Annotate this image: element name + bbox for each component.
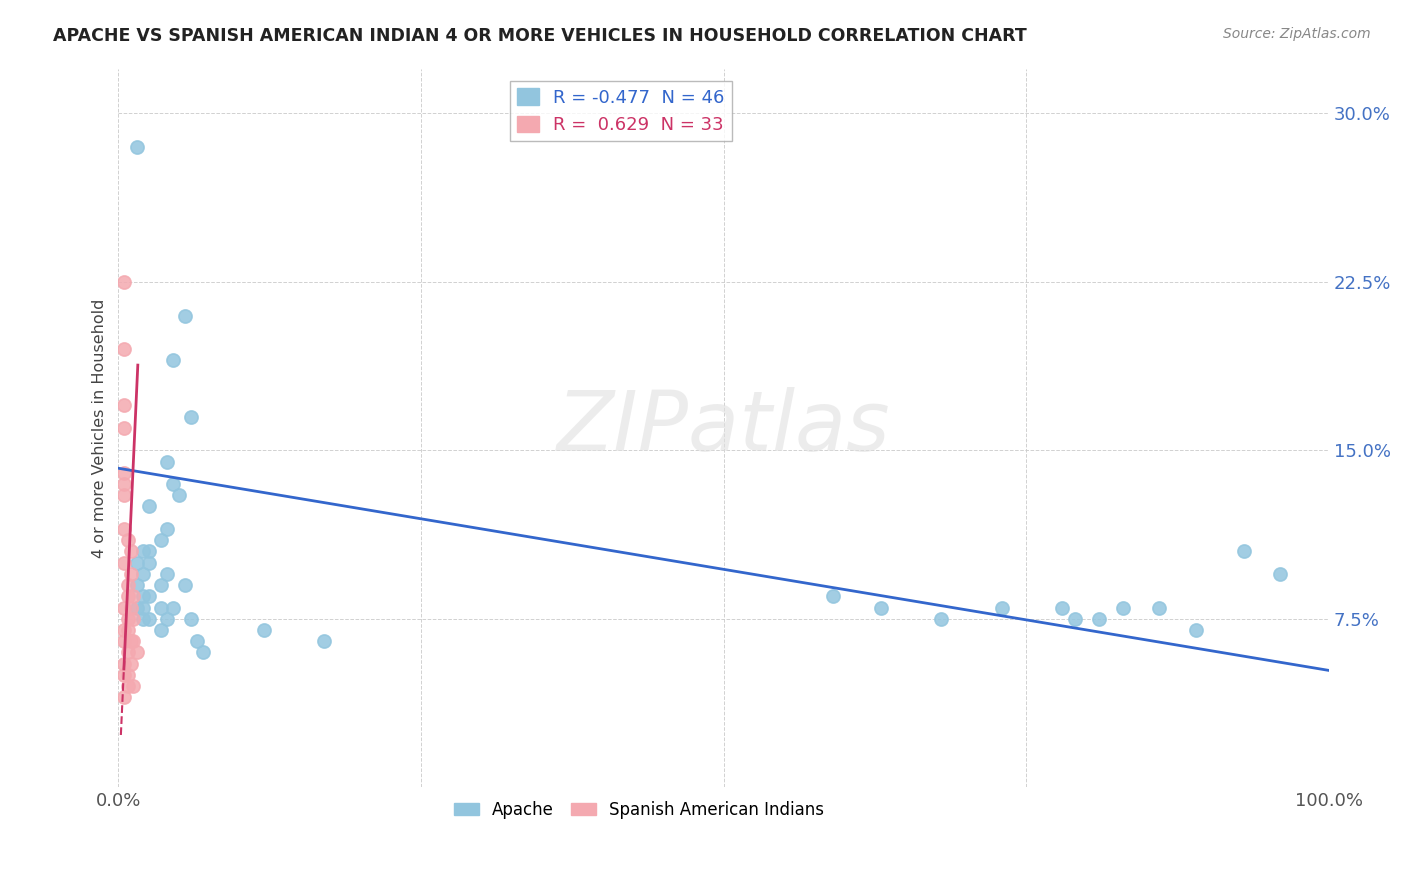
Point bbox=[162, 353, 184, 368]
Point bbox=[125, 645, 148, 659]
Point bbox=[174, 578, 197, 592]
Point bbox=[114, 668, 136, 682]
Point bbox=[149, 533, 172, 548]
Point bbox=[117, 533, 139, 548]
Point bbox=[174, 309, 197, 323]
Point bbox=[167, 488, 190, 502]
Point bbox=[149, 600, 172, 615]
Text: ZIPatlas: ZIPatlas bbox=[557, 387, 890, 468]
Point bbox=[120, 544, 142, 558]
Point bbox=[131, 566, 153, 581]
Point bbox=[186, 634, 208, 648]
Point bbox=[149, 623, 172, 637]
Point bbox=[180, 409, 202, 424]
Point bbox=[122, 679, 145, 693]
Point bbox=[120, 657, 142, 671]
Point bbox=[120, 634, 142, 648]
Point bbox=[114, 398, 136, 412]
Point bbox=[180, 612, 202, 626]
Point bbox=[114, 522, 136, 536]
Point bbox=[117, 589, 139, 603]
Point bbox=[125, 556, 148, 570]
Point bbox=[117, 612, 139, 626]
Point bbox=[138, 612, 160, 626]
Point bbox=[156, 522, 179, 536]
Point bbox=[125, 600, 148, 615]
Point bbox=[1063, 612, 1085, 626]
Point bbox=[125, 578, 148, 592]
Point bbox=[138, 500, 160, 514]
Point bbox=[120, 600, 142, 615]
Text: APACHE VS SPANISH AMERICAN INDIAN 4 OR MORE VEHICLES IN HOUSEHOLD CORRELATION CH: APACHE VS SPANISH AMERICAN INDIAN 4 OR M… bbox=[53, 27, 1028, 45]
Point bbox=[125, 140, 148, 154]
Legend: Apache, Spanish American Indians: Apache, Spanish American Indians bbox=[447, 794, 831, 826]
Point bbox=[314, 634, 336, 648]
Point bbox=[114, 275, 136, 289]
Point bbox=[114, 488, 136, 502]
Point bbox=[1184, 623, 1206, 637]
Point bbox=[870, 600, 893, 615]
Point bbox=[1270, 566, 1292, 581]
Point bbox=[114, 634, 136, 648]
Point bbox=[821, 589, 844, 603]
Point bbox=[114, 690, 136, 705]
Point bbox=[156, 612, 179, 626]
Point bbox=[1052, 600, 1074, 615]
Point bbox=[122, 612, 145, 626]
Point bbox=[156, 566, 179, 581]
Point bbox=[1149, 600, 1171, 615]
Point bbox=[253, 623, 276, 637]
Point bbox=[114, 421, 136, 435]
Point bbox=[114, 343, 136, 357]
Point bbox=[138, 589, 160, 603]
Point bbox=[131, 544, 153, 558]
Point bbox=[120, 566, 142, 581]
Point bbox=[122, 634, 145, 648]
Point bbox=[162, 477, 184, 491]
Point bbox=[114, 466, 136, 480]
Point bbox=[191, 645, 214, 659]
Point bbox=[138, 556, 160, 570]
Point bbox=[1233, 544, 1256, 558]
Point bbox=[131, 600, 153, 615]
Point bbox=[114, 600, 136, 615]
Point bbox=[117, 578, 139, 592]
Point bbox=[991, 600, 1014, 615]
Point bbox=[138, 544, 160, 558]
Point bbox=[117, 645, 139, 659]
Point bbox=[131, 589, 153, 603]
Text: Source: ZipAtlas.com: Source: ZipAtlas.com bbox=[1223, 27, 1371, 41]
Point bbox=[149, 578, 172, 592]
Point bbox=[156, 454, 179, 468]
Point bbox=[114, 623, 136, 637]
Point bbox=[1112, 600, 1135, 615]
Point bbox=[162, 600, 184, 615]
Point bbox=[1088, 612, 1111, 626]
Point bbox=[117, 668, 139, 682]
Point bbox=[114, 477, 136, 491]
Point bbox=[122, 589, 145, 603]
Y-axis label: 4 or more Vehicles in Household: 4 or more Vehicles in Household bbox=[93, 298, 107, 558]
Point bbox=[114, 556, 136, 570]
Point bbox=[931, 612, 953, 626]
Point bbox=[131, 612, 153, 626]
Point bbox=[117, 679, 139, 693]
Point bbox=[114, 657, 136, 671]
Point bbox=[117, 623, 139, 637]
